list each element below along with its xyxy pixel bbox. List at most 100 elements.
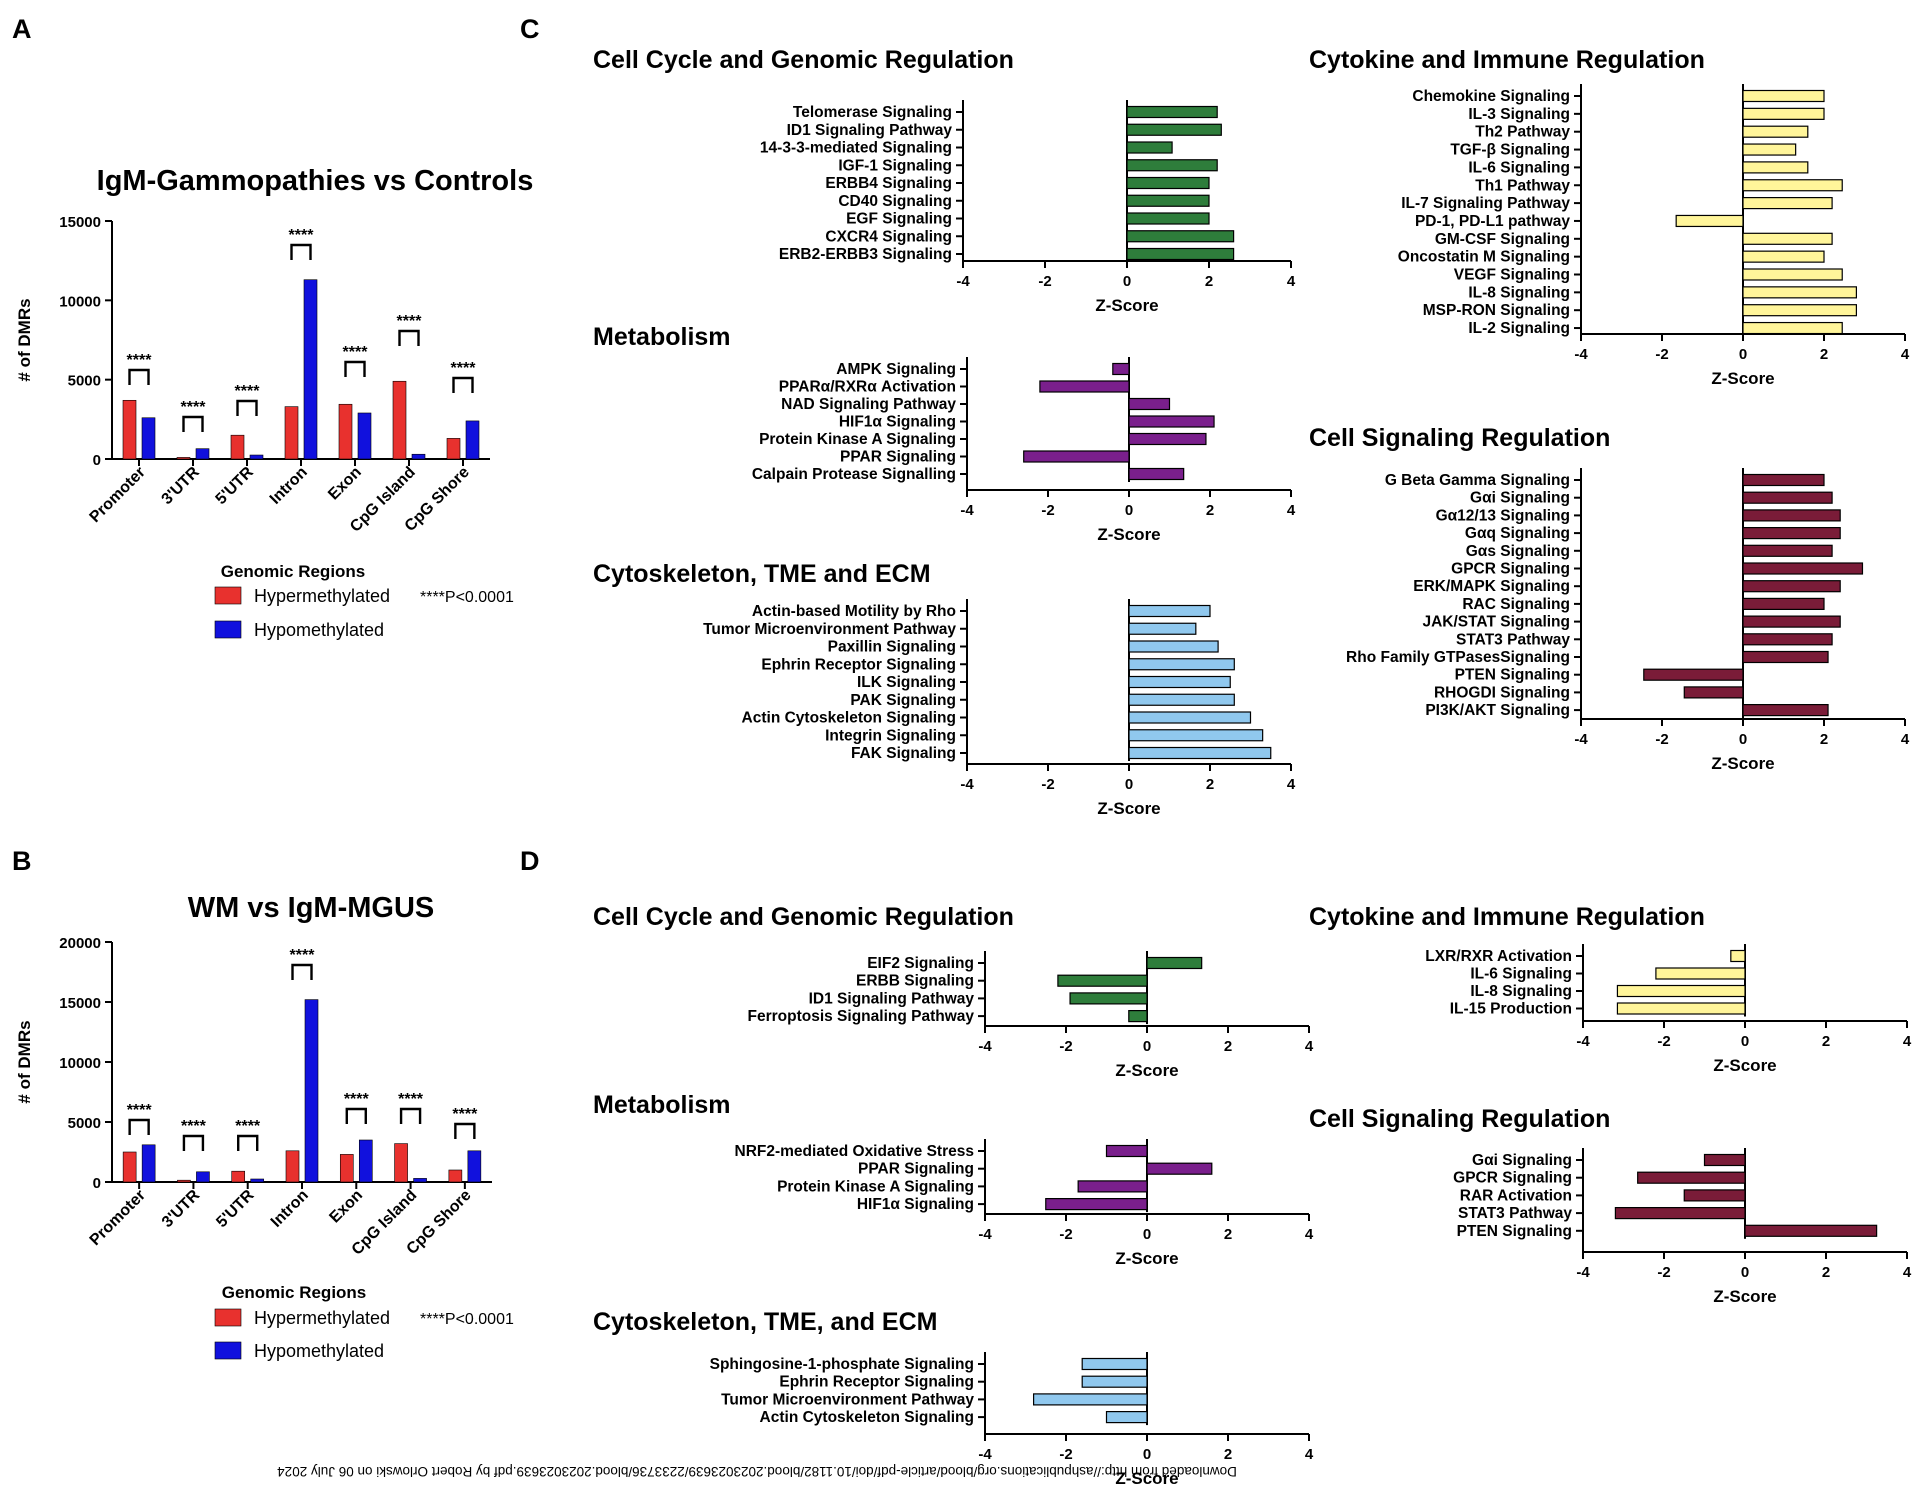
category-label-pd-1-pd-l1-pathway: PD-1, PD-L1 pathway [1415, 213, 1570, 230]
x-tick-label: 0 [1143, 1226, 1151, 1243]
x-tick-label: -4 [1576, 1033, 1590, 1050]
category-label-actin-cytoskeleton-signaling: Actin Cytoskeleton Signaling [760, 1409, 974, 1426]
bar-th1-pathway [1742, 179, 1843, 192]
bar-erb2-erbb3-signaling [1126, 247, 1235, 261]
significance-bracket [128, 1118, 150, 1135]
x-axis-title: Z-Score [1711, 369, 1774, 388]
x-axis-title: Z-Score [1115, 1061, 1178, 1080]
significance-label: **** [235, 1118, 261, 1135]
category-label-fak-signaling: FAK Signaling [851, 745, 956, 762]
bar-sphingosine-1-phosphate-signaling [1081, 1357, 1148, 1371]
bar-erbb-signaling [1057, 974, 1148, 987]
x-tick-label-exon: Exon [326, 1187, 366, 1227]
bar-cxcr4-signaling [1126, 230, 1235, 243]
x-tick-label: 0 [1125, 776, 1133, 793]
x-tick-label-intron: Intron [267, 464, 311, 508]
chart-c-cycle: Cell Cycle and Genomic Regulation -4 -2 0 2 4… [593, 46, 1296, 315]
category-label-pak-signaling: PAK Signaling [850, 692, 956, 709]
bar-jak-stat-signaling [1742, 615, 1841, 628]
x-tick-label: 0 [1741, 1033, 1749, 1050]
chart-d-immune: Cytokine and Immune Regulation -4 -2 0 2 4 Z-S… [1309, 903, 1912, 1075]
x-tick-label-promoter: Promoter [87, 1187, 149, 1249]
bar-protein-kinase-a-signaling [1128, 432, 1207, 446]
x-tick-label: 0 [1143, 1038, 1151, 1055]
x-tick-label: 0 [1125, 502, 1133, 519]
bar-hypermethylated-5-utr [230, 434, 245, 460]
bar-14-3-3-mediated-signaling [1126, 141, 1173, 154]
category-label-protein-kinase-a-signaling: Protein Kinase A Signaling [759, 431, 956, 448]
chart-title: Cell Cycle and Genomic Regulation [593, 903, 1014, 931]
category-label-calpain-protease-signalling: Calpain Protease Signalling [752, 466, 956, 483]
significance-label: **** [344, 1091, 370, 1108]
x-tick-label-intron: Intron [268, 1187, 312, 1231]
x-tick-label: 4 [1305, 1038, 1314, 1055]
bar-hypermethylated-cpg-shore [446, 438, 461, 460]
chart-a: IgM-Gammopathies vs Controls # of DMRs 0 50… [15, 165, 533, 640]
category-label-gpcr-signaling: GPCR Signaling [1451, 561, 1570, 578]
legend-swatch-hypermethylated [214, 1308, 242, 1327]
bar-pi3k-akt-signaling [1742, 703, 1829, 717]
bar-il-3-signaling [1742, 107, 1825, 120]
x-tick-label: 4 [1305, 1446, 1314, 1463]
category-label-rho-family-gtpasessignaling: Rho Family GTPasesSignaling [1346, 649, 1570, 666]
download-footer-note: Downloaded from http://ashpublications.o… [277, 1464, 1237, 1479]
chart-title: Metabolism [593, 323, 731, 351]
x-tick-label: 4 [1287, 273, 1296, 290]
x-tick-label: 2 [1206, 776, 1214, 793]
y-tick-label: 5000 [68, 1115, 101, 1132]
legend-label-hypomethylated: Hypomethylated [254, 1341, 384, 1361]
x-axis-title: Genomic Regions [221, 562, 366, 581]
x-tick-label-3-utr: 3'UTR [159, 1186, 204, 1231]
x-axis-title: Z-Score [1713, 1287, 1776, 1306]
chart-title: IgM-Gammopathies vs Controls [97, 165, 534, 197]
category-label-g-beta-gamma-signaling: G Beta Gamma Signaling [1385, 472, 1570, 489]
y-tick-label: 10000 [59, 293, 101, 310]
bar-il-2-signaling [1742, 321, 1843, 335]
bar-hypermethylated-intron [284, 406, 299, 460]
category-label-stat3-pathway: STAT3 Pathway [1458, 1205, 1572, 1222]
bar-hypomethylated-cpg-shore [465, 420, 480, 460]
significance-bracket [399, 1107, 422, 1124]
bar-hif1-signaling [1045, 1197, 1148, 1211]
bar-id1-signaling-pathway [1126, 123, 1222, 136]
significance-label: **** [343, 344, 369, 361]
category-label-paxillin-signaling: Paxillin Signaling [828, 639, 956, 656]
bar-g-i-signaling [1742, 491, 1833, 504]
bar-il-6-signaling [1655, 967, 1746, 980]
x-tick-label: 0 [1741, 1264, 1749, 1281]
legend-label-hypermethylated: Hypermethylated [254, 586, 390, 606]
significance-bracket [345, 1107, 367, 1124]
bar-il-15-production [1616, 1002, 1746, 1015]
legend-label-hypomethylated: Hypomethylated [254, 620, 384, 640]
y-tick-label: 10000 [59, 1055, 101, 1072]
category-label-hif1-signaling: HIF1α Signaling [857, 1196, 974, 1213]
x-tick-label: 4 [1287, 776, 1296, 793]
x-tick-label: 2 [1822, 1033, 1830, 1050]
category-label-oncostatin-m-signaling: Oncostatin M Signaling [1398, 249, 1570, 266]
x-tick-label: -4 [978, 1038, 992, 1055]
bar-chemokine-signaling [1742, 89, 1825, 103]
y-axis-title: # of DMRs [15, 298, 34, 381]
category-label-igf-1-signaling: IGF-1 Signaling [838, 157, 952, 174]
significance-label: **** [290, 947, 316, 964]
legend-swatch-hypomethylated [214, 620, 242, 639]
x-tick-label: -2 [1657, 1033, 1670, 1050]
category-label-actin-based-motility-by-rho: Actin-based Motility by Rho [752, 603, 956, 620]
bar-ephrin-receptor-signaling [1128, 658, 1235, 671]
bar-g-s-signaling [1742, 544, 1833, 557]
category-label-il-6-signaling: IL-6 Signaling [1468, 159, 1570, 176]
x-tick-label: -2 [1059, 1226, 1072, 1243]
x-tick-label: 2 [1224, 1038, 1232, 1055]
chart-title: Cytokine and Immune Regulation [1309, 46, 1705, 74]
category-label-il-15-production: IL-15 Production [1450, 1001, 1572, 1018]
bar-hypomethylated-cpg-shore [467, 1150, 482, 1183]
bar-ferroptosis-signaling-pathway [1128, 1009, 1148, 1023]
bar-rhogdi-signaling [1683, 686, 1744, 699]
panel-letter-c: C [520, 14, 540, 44]
bar-gpcr-signaling [1637, 1171, 1746, 1184]
bar-integrin-signaling [1128, 729, 1264, 742]
x-tick-label: -4 [978, 1446, 992, 1463]
category-label-ampk-signaling: AMPK Signaling [836, 361, 956, 378]
category-label-stat3-pathway: STAT3 Pathway [1456, 631, 1570, 648]
